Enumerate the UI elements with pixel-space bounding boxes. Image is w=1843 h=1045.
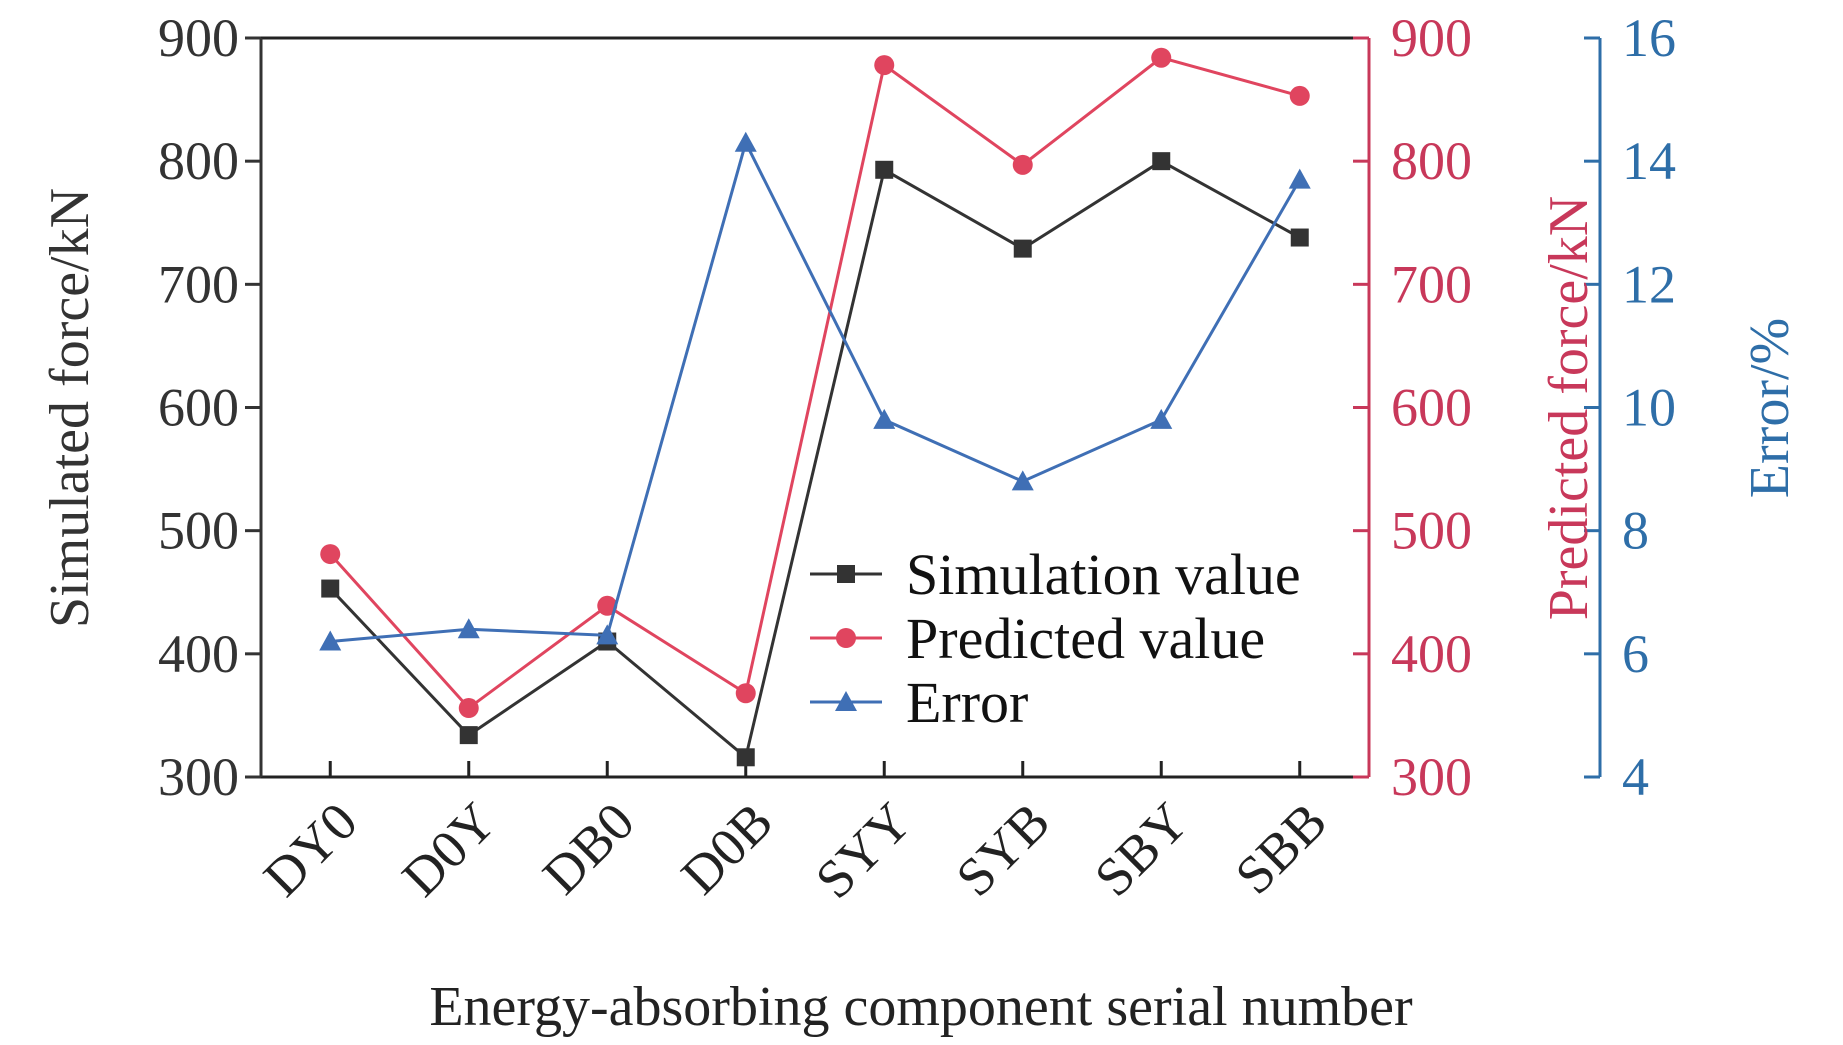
data-point-circle (1151, 47, 1172, 68)
data-point-square (321, 579, 340, 598)
data-point-square (736, 748, 755, 767)
right-y2-tick-label: 6 (1622, 624, 1649, 684)
series-line-square (329, 159, 1301, 761)
legend-swatch-marker (836, 628, 856, 648)
legend-swatch-marker (837, 565, 855, 583)
x-tick-label: DB0 (531, 791, 646, 906)
right-y2-tick-label: 10 (1622, 378, 1676, 438)
data-point-circle (874, 55, 895, 76)
right-y1-tick-label: 400 (1391, 624, 1472, 684)
right-y2-axis-title: Error/% (1739, 318, 1801, 498)
data-point-square (1013, 239, 1032, 258)
left-y-axis-title: Simulated force/kN (39, 188, 101, 628)
x-tick-label: SYB (945, 791, 1062, 908)
right-y1-tick-label: 800 (1391, 131, 1472, 191)
right-y2-tick-label: 16 (1622, 8, 1676, 68)
right-y2-tick-label: 14 (1622, 131, 1676, 191)
data-point-square (1152, 152, 1171, 171)
data-point-circle (597, 595, 618, 616)
legend-label: Simulation value (906, 542, 1301, 607)
right-y2-tick-label: 12 (1622, 254, 1676, 314)
x-tick-label: D0B (670, 791, 785, 906)
legend-swatch-marker (835, 691, 857, 711)
data-point-triangle (319, 630, 342, 651)
left-y-tick-label: 600 (158, 378, 239, 438)
left-y-tick-label: 400 (158, 624, 239, 684)
right-y1-tick-label: 900 (1391, 8, 1472, 68)
right-y1-tick-label: 600 (1391, 378, 1472, 438)
data-point-circle (458, 698, 479, 719)
x-tick-label: DY0 (252, 791, 369, 908)
left-y-tick-label: 800 (158, 131, 239, 191)
series-line-circle (329, 56, 1301, 711)
data-point-triangle (734, 131, 757, 152)
right-y1-axis-title: Predicted force/kN (1538, 196, 1600, 620)
data-point-triangle (1011, 470, 1034, 491)
data-point-triangle (596, 624, 619, 645)
legend-label: Error (906, 670, 1028, 735)
x-tick-label: SBY (1083, 791, 1200, 908)
left-y-tick-label: 300 (158, 747, 239, 807)
right-y2-tick-label: 8 (1622, 501, 1649, 561)
x-tick-label: SYY (804, 791, 923, 910)
left-y-tick-label: 500 (158, 501, 239, 561)
x-axis-title: Energy-absorbing component serial number (429, 976, 1413, 1038)
data-point-square (875, 160, 894, 179)
left-y-tick-label: 900 (158, 8, 239, 68)
data-point-triangle (873, 408, 896, 429)
legend-label: Predicted value (906, 606, 1265, 671)
right-y1-tick-label: 300 (1391, 747, 1472, 807)
x-tick-label: SBB (1224, 791, 1339, 906)
data-point-square (459, 726, 478, 745)
data-point-triangle (1288, 168, 1311, 189)
right-y1-tick-label: 500 (1391, 501, 1472, 561)
data-point-circle (1012, 154, 1033, 175)
data-point-circle (735, 683, 756, 704)
right-y2-tick-label: 4 (1622, 747, 1649, 807)
data-point-triangle (457, 618, 480, 639)
data-point-square (1290, 228, 1309, 247)
x-tick-label: D0Y (391, 791, 508, 908)
left-y-tick-label: 700 (158, 254, 239, 314)
data-point-triangle (1150, 408, 1173, 429)
data-point-circle (1289, 85, 1310, 106)
right-y1-tick-label: 700 (1391, 254, 1472, 314)
series-line-triangle (330, 138, 1302, 644)
data-point-circle (320, 544, 341, 565)
